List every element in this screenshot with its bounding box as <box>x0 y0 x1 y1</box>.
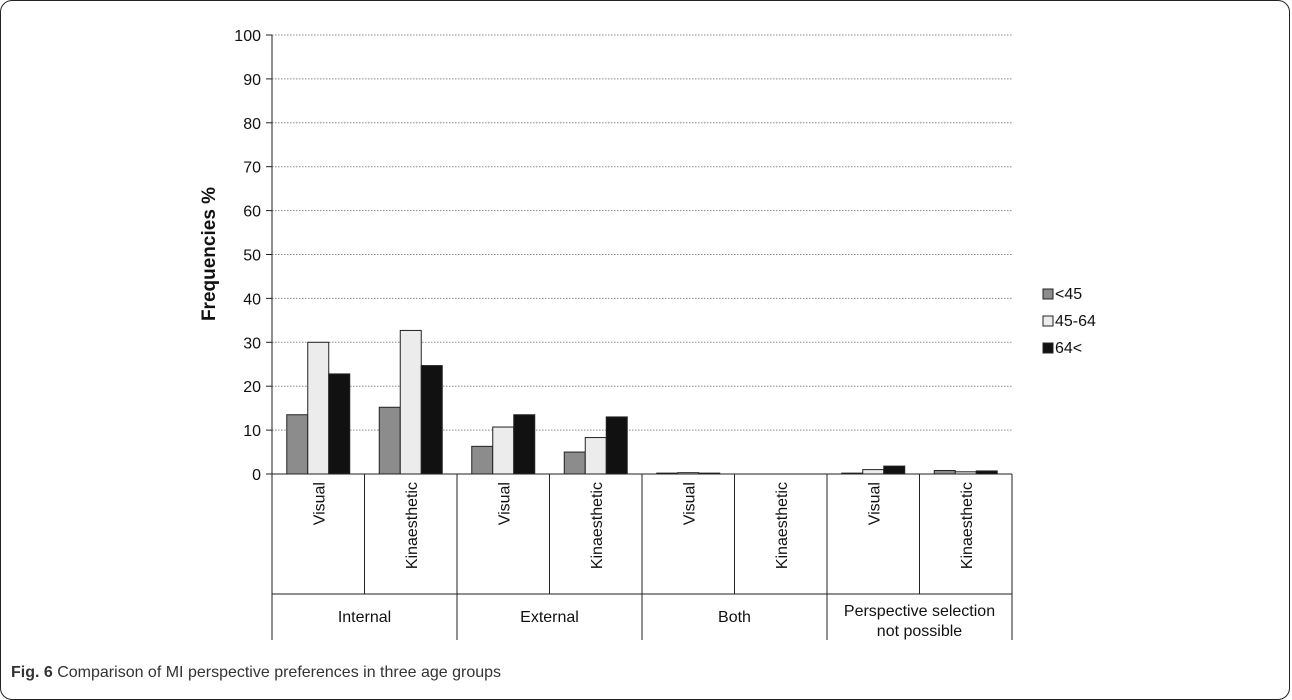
x-group-label-line: not possible <box>877 623 962 640</box>
bar <box>286 414 309 475</box>
x-category-label: Kinaesthetic <box>404 482 421 569</box>
y-tick-label: 100 <box>234 28 261 45</box>
x-group-label: Perspective selection not possible <box>844 603 995 640</box>
x-category-label: Visual <box>311 482 328 525</box>
bar <box>933 469 956 475</box>
y-tick-label: 70 <box>243 160 261 177</box>
bar <box>399 329 422 475</box>
bars <box>286 329 998 475</box>
x-group-label: Both <box>718 609 751 626</box>
bar <box>513 414 536 475</box>
legend: <45 45-64 64< <box>1042 286 1096 357</box>
x-category-label: Visual <box>866 482 883 525</box>
x-category-label: Kinaesthetic <box>589 482 606 569</box>
y-tick-label: 20 <box>243 379 261 396</box>
gridlines <box>272 34 1012 431</box>
legend-label: <45 <box>1055 286 1082 303</box>
legend-swatch <box>1042 342 1054 354</box>
x-axis-labels: Visual Kinaesthetic Internal Visual Kinaesth… <box>311 482 995 640</box>
bar <box>471 445 494 475</box>
y-tick-label: 0 <box>252 467 261 484</box>
y-tick-label: 60 <box>243 204 261 221</box>
figure-caption: Fig. 6 Comparison of MI perspective pref… <box>11 664 501 682</box>
legend-swatch <box>1042 315 1054 327</box>
y-axis-label: Frequencies % <box>199 187 220 321</box>
figure-caption-label: Fig. 6 <box>11 664 53 681</box>
legend-label: 45-64 <box>1055 313 1096 330</box>
x-category-label: Visual <box>681 482 698 525</box>
y-axis-ticks: 0 10 20 30 40 50 60 70 80 90 100 <box>234 28 272 484</box>
axes <box>271 35 1013 640</box>
y-tick-label: 90 <box>243 72 261 89</box>
bar <box>420 365 443 475</box>
bar <box>584 437 607 475</box>
bar <box>492 426 515 475</box>
y-tick-label: 50 <box>243 248 261 265</box>
bar <box>378 406 401 475</box>
y-tick-label: 10 <box>243 423 261 440</box>
bar <box>605 416 628 475</box>
bar-chart: 0 10 20 30 40 50 60 70 80 90 100 Visual Kinaestheti… <box>199 28 1096 640</box>
x-group-label-line: Perspective selection <box>844 603 995 620</box>
x-category-label: Kinaesthetic <box>959 482 976 569</box>
x-group-label: Internal <box>338 609 391 626</box>
x-group-label: External <box>520 609 579 626</box>
bar <box>328 373 351 475</box>
y-tick-label: 40 <box>243 291 261 308</box>
x-category-label: Visual <box>496 482 513 525</box>
y-tick-label: 80 <box>243 116 261 133</box>
bar <box>563 451 586 475</box>
bar <box>307 341 330 475</box>
figure-caption-text: Comparison of MI perspective preferences… <box>52 664 502 681</box>
bar <box>862 469 885 475</box>
legend-label: 64< <box>1055 340 1082 357</box>
x-category-label: Kinaesthetic <box>774 482 791 569</box>
legend-swatch <box>1042 288 1054 300</box>
y-tick-label: 30 <box>243 335 261 352</box>
bar <box>883 465 906 475</box>
